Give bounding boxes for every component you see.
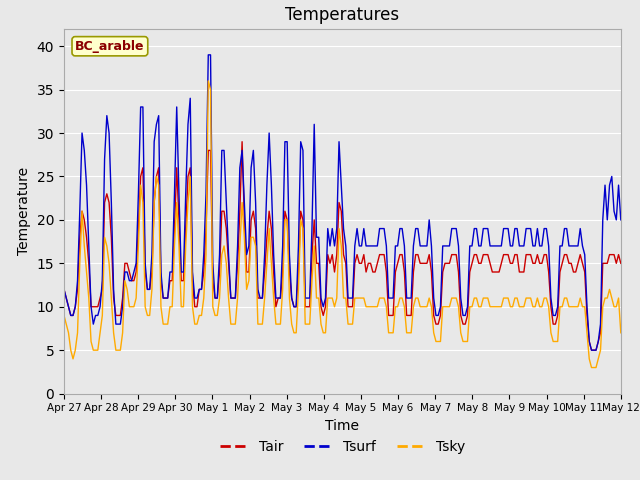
Y-axis label: Temperature: Temperature	[17, 167, 31, 255]
Legend: Tair, Tsurf, Tsky: Tair, Tsurf, Tsky	[214, 434, 470, 460]
X-axis label: Time: Time	[325, 419, 360, 433]
Text: BC_arable: BC_arable	[75, 40, 145, 53]
Title: Temperatures: Temperatures	[285, 6, 399, 24]
